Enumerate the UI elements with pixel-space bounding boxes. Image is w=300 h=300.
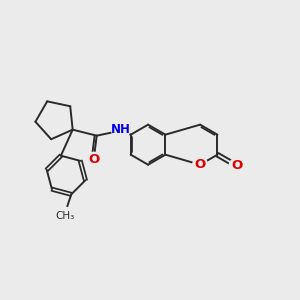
Circle shape (193, 157, 208, 172)
Text: CH₃: CH₃ (56, 212, 75, 221)
Text: O: O (194, 158, 206, 171)
Circle shape (229, 158, 244, 173)
Text: NH: NH (111, 123, 131, 136)
Text: O: O (231, 159, 242, 172)
Circle shape (55, 207, 73, 226)
Circle shape (112, 122, 130, 140)
Circle shape (86, 152, 101, 167)
Text: O: O (88, 153, 99, 166)
